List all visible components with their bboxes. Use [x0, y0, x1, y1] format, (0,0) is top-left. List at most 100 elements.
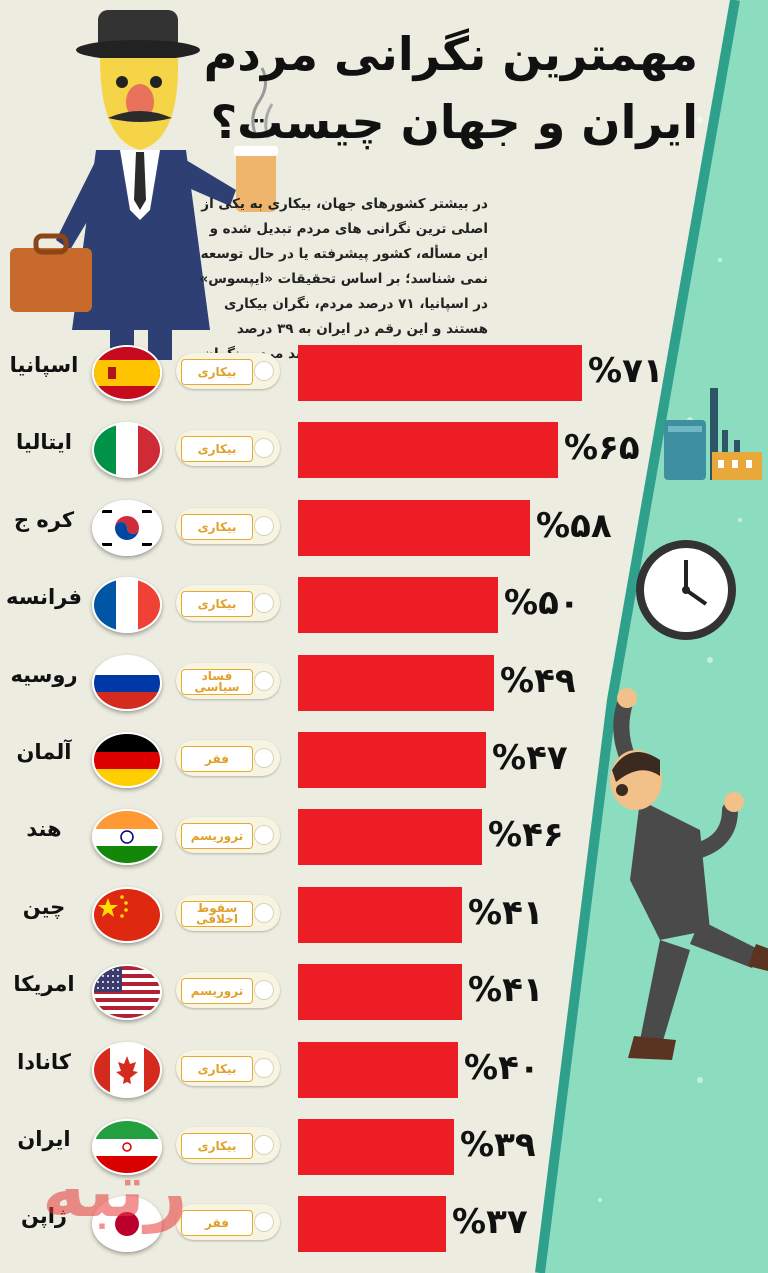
italy-flag-icon	[92, 422, 162, 478]
concern-pill: بیکاری	[176, 430, 280, 466]
concern-label: بیکاری	[181, 1133, 253, 1159]
value-label: %۳۷	[452, 1202, 528, 1242]
climbing-man-illustration	[610, 688, 768, 1060]
category-label: آلمان	[16, 740, 72, 764]
pill-knob-icon	[254, 671, 274, 691]
category-label: اسپانیا	[9, 353, 79, 377]
chart-row: ژاپن فقر %۳۷	[0, 1196, 768, 1256]
chart-row: روسیه فساد سیاسی %۴۹	[0, 655, 768, 715]
south-korea-flag-icon	[92, 500, 162, 556]
concern-pill: سقوط اخلاقی	[176, 895, 280, 931]
title-line-1: مهمترین نگرانی مردم	[203, 27, 698, 81]
bar	[298, 1196, 446, 1252]
chart-row: کانادا بیکاری %۴۰	[0, 1042, 768, 1102]
chart-row: کره ج بیکاری %۵۸	[0, 500, 768, 560]
concern-pill: بیکاری	[176, 1127, 280, 1163]
concern-pill: فقر	[176, 1204, 280, 1240]
pill-knob-icon	[254, 516, 274, 536]
value-label: %۴۷	[492, 738, 568, 778]
chart-row: فرانسه بیکاری %۵۰	[0, 577, 768, 637]
concern-pill: بیکاری	[176, 353, 280, 389]
chart-row: ایتالیا بیکاری %۶۵	[0, 422, 768, 482]
france-flag-icon	[92, 577, 162, 633]
bar	[298, 1042, 458, 1098]
value-label: %۵۸	[536, 506, 612, 546]
clock-icon	[636, 540, 736, 640]
concern-label: بیکاری	[181, 1056, 253, 1082]
concern-pill: بیکاری	[176, 585, 280, 621]
bar	[298, 1119, 454, 1175]
chart-row: ایران بیکاری %۳۹	[0, 1119, 768, 1179]
category-label: روسیه	[10, 663, 78, 687]
category-label: ایران	[17, 1127, 71, 1151]
bar	[298, 964, 462, 1020]
concern-pill: تروریسم	[176, 972, 280, 1008]
spain-flag-icon	[92, 345, 162, 401]
pill-knob-icon	[254, 903, 274, 923]
value-label: %۷۱	[588, 351, 664, 391]
pill-knob-icon	[254, 980, 274, 1000]
concern-pill: بیکاری	[176, 508, 280, 544]
chart-row: امریکا تروریسم %۴۱	[0, 964, 768, 1024]
bar	[298, 655, 494, 711]
category-label: ژاپن	[20, 1204, 68, 1228]
category-label: ایتالیا	[16, 430, 72, 454]
category-label: چین	[22, 895, 66, 919]
china-flag-icon	[92, 887, 162, 943]
bar	[298, 887, 462, 943]
concern-pill: فقر	[176, 740, 280, 776]
concern-label: سقوط اخلاقی	[181, 901, 253, 927]
value-label: %۴۹	[500, 661, 576, 701]
pill-knob-icon	[254, 361, 274, 381]
concern-label: تروریسم	[181, 823, 253, 849]
pill-knob-icon	[254, 593, 274, 613]
pill-knob-icon	[254, 748, 274, 768]
concern-pill: بیکاری	[176, 1050, 280, 1086]
iran-flag-icon	[92, 1119, 162, 1175]
concern-label: بیکاری	[181, 591, 253, 617]
bar	[298, 500, 530, 556]
concern-label: فقر	[181, 1210, 253, 1236]
value-label: %۴۰	[464, 1048, 540, 1088]
chart-row: آلمان فقر %۴۷	[0, 732, 768, 792]
japan-flag-icon	[92, 1196, 162, 1252]
chart-row: هند تروریسم %۴۶	[0, 809, 768, 869]
pill-knob-icon	[254, 1058, 274, 1078]
category-label: فرانسه	[5, 585, 82, 609]
canada-flag-icon	[92, 1042, 162, 1098]
category-label: کانادا	[17, 1050, 71, 1074]
concern-pill: فساد سیاسی	[176, 663, 280, 699]
bar	[298, 577, 498, 633]
value-label: %۴۱	[468, 893, 544, 933]
bar	[298, 422, 558, 478]
concern-label: بیکاری	[181, 436, 253, 462]
watermark-logo: رتبه	[42, 1148, 188, 1234]
value-label: %۶۵	[564, 428, 640, 468]
chart-row: اسپانیا بیکاری %۷۱	[0, 345, 768, 405]
value-label: %۴۱	[468, 970, 544, 1010]
chart-row: چین سقوط اخلاقی %۴۱	[0, 887, 768, 947]
russia-flag-icon	[92, 655, 162, 711]
bar	[298, 732, 486, 788]
concern-pill: تروریسم	[176, 817, 280, 853]
pill-knob-icon	[254, 1135, 274, 1155]
concern-label: تروریسم	[181, 978, 253, 1004]
usa-flag-icon	[92, 964, 162, 1020]
pill-knob-icon	[254, 825, 274, 845]
bar	[298, 345, 582, 401]
value-label: %۵۰	[504, 583, 580, 623]
title-line-2: ایران و جهان چیست؟	[210, 95, 699, 149]
category-label: کره ج	[13, 508, 75, 532]
mint-band	[540, 0, 768, 1273]
concern-label: فساد سیاسی	[181, 669, 253, 695]
teal-diagonal-line	[535, 0, 740, 1273]
germany-flag-icon	[92, 732, 162, 788]
india-flag-icon	[92, 809, 162, 865]
gentleman-illustration	[10, 10, 278, 360]
concern-label: بیکاری	[181, 359, 253, 385]
value-label: %۴۶	[488, 815, 564, 855]
factory-icon	[664, 388, 762, 480]
bar	[298, 809, 482, 865]
concern-label: بیکاری	[181, 514, 253, 540]
